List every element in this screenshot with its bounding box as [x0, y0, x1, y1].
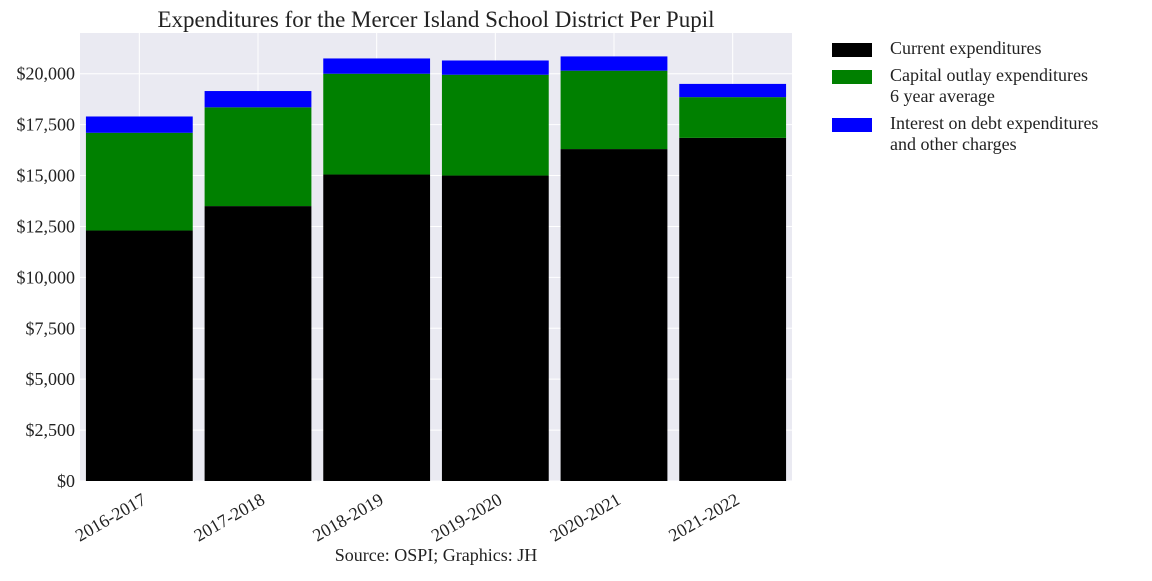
- x-tick-label: 2018-2019: [309, 489, 387, 545]
- bar-segment: [204, 206, 312, 481]
- x-tick-label: 2020-2021: [546, 489, 624, 545]
- legend-item-interest: Interest on debt expenditures and other …: [832, 113, 1150, 155]
- bar-segment: [323, 73, 431, 175]
- y-tick-label: $20,000: [17, 64, 76, 84]
- legend-item-capital: Capital outlay expenditures 6 year avera…: [832, 65, 1150, 107]
- legend-item-current: Current expenditures: [832, 38, 1150, 59]
- bar-segment: [441, 175, 549, 481]
- legend-label-capital: Capital outlay expenditures 6 year avera…: [890, 65, 1088, 106]
- y-tick-label: $10,000: [17, 267, 76, 287]
- bar-segment: [323, 174, 431, 481]
- y-tick-label: $2,500: [26, 420, 76, 440]
- legend-swatch-interest: [832, 118, 872, 132]
- bar-segment: [204, 107, 312, 207]
- bar-segment: [679, 137, 787, 481]
- bar-segment: [323, 58, 431, 74]
- y-tick-label: $7,500: [26, 318, 76, 338]
- bar-layer: [85, 56, 787, 481]
- x-tick-label: 2017-2018: [190, 489, 268, 545]
- bar-segment: [85, 116, 193, 133]
- bar-segment: [560, 149, 668, 481]
- chart-title: Expenditures for the Mercer Island Schoo…: [158, 7, 715, 32]
- bar-segment: [441, 60, 549, 75]
- y-tick-label: $5,000: [26, 369, 76, 389]
- x-axis-label: Source: OSPI; Graphics: JH: [335, 545, 537, 565]
- y-tick-label: $12,500: [17, 216, 76, 236]
- legend-swatch-current: [832, 43, 872, 57]
- legend-label-current: Current expenditures: [890, 38, 1042, 58]
- x-tick-label: 2019-2020: [428, 489, 506, 545]
- x-tick-label: 2016-2017: [72, 489, 150, 545]
- y-tick-label: $15,000: [17, 166, 76, 186]
- bar-segment: [560, 70, 668, 150]
- plot-background: [80, 33, 792, 481]
- legend-label-interest: Interest on debt expenditures and other …: [890, 113, 1099, 154]
- bar-segment: [679, 83, 787, 98]
- bar-segment: [679, 97, 787, 138]
- bar-segment: [441, 74, 549, 176]
- x-tick-label: 2021-2022: [665, 489, 743, 545]
- bar-segment: [560, 56, 668, 71]
- bar-segment: [85, 132, 193, 231]
- y-tick-label: $17,500: [17, 115, 76, 135]
- y-tick-label: $0: [57, 471, 75, 491]
- legend: Current expenditures Capital outlay expe…: [832, 38, 1150, 161]
- bar-segment: [85, 230, 193, 481]
- bar-segment: [204, 91, 312, 108]
- legend-swatch-capital: [832, 70, 872, 84]
